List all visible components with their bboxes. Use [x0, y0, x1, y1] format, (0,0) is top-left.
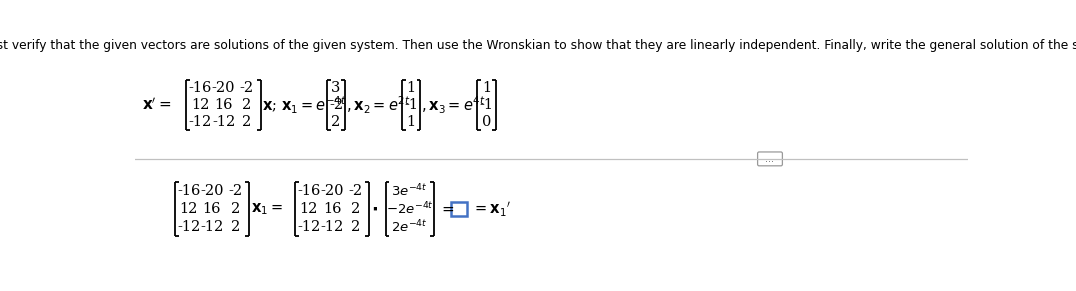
- Text: 2: 2: [242, 98, 252, 112]
- Text: -2: -2: [240, 81, 254, 95]
- Text: -12: -12: [178, 220, 200, 234]
- Text: 2: 2: [230, 202, 240, 216]
- Text: First verify that the given vectors are solutions of the given system. Then use : First verify that the given vectors are …: [0, 39, 1076, 52]
- Text: $2e^{-4t}$: $2e^{-4t}$: [392, 218, 428, 235]
- Text: -12: -12: [200, 220, 224, 234]
- Text: 16: 16: [323, 202, 341, 216]
- Text: 12: 12: [192, 98, 210, 112]
- Text: 12: 12: [180, 202, 198, 216]
- Text: -2: -2: [349, 184, 363, 198]
- Text: $3e^{-4t}$: $3e^{-4t}$: [392, 183, 428, 200]
- Text: -12: -12: [188, 115, 212, 129]
- Text: $\mathbf{x}' =$: $\mathbf{x}' =$: [142, 97, 172, 113]
- Text: -1: -1: [405, 98, 419, 112]
- Text: $= \mathbf{x}_1{}'$: $= \mathbf{x}_1{}'$: [471, 199, 511, 219]
- Text: $\boldsymbol{\cdot}$: $\boldsymbol{\cdot}$: [371, 200, 378, 218]
- Text: 2: 2: [351, 220, 360, 234]
- Text: ...: ...: [765, 154, 775, 164]
- Text: 16: 16: [214, 98, 232, 112]
- Text: $=$: $=$: [439, 202, 455, 216]
- Text: $\mathbf{x}$; $\mathbf{x}_1 = e^{-4t}$: $\mathbf{x}$; $\mathbf{x}_1 = e^{-4t}$: [263, 94, 348, 116]
- Text: -16: -16: [188, 81, 212, 95]
- Text: 1: 1: [407, 81, 415, 95]
- Text: -20: -20: [200, 184, 224, 198]
- Text: $-2e^{-4t}$: $-2e^{-4t}$: [385, 200, 434, 217]
- Text: 16: 16: [202, 202, 222, 216]
- Text: 2: 2: [331, 115, 341, 129]
- FancyBboxPatch shape: [452, 202, 467, 216]
- Text: -12: -12: [297, 220, 321, 234]
- Text: 12: 12: [300, 202, 318, 216]
- Text: -16: -16: [178, 184, 200, 198]
- Text: 1: 1: [482, 81, 491, 95]
- Text: -20: -20: [321, 184, 344, 198]
- FancyBboxPatch shape: [758, 152, 782, 166]
- Text: -12: -12: [212, 115, 236, 129]
- Text: -16: -16: [297, 184, 321, 198]
- Text: $, \mathbf{x}_3 = e^{4t}$: $, \mathbf{x}_3 = e^{4t}$: [421, 94, 486, 116]
- Text: -12: -12: [321, 220, 343, 234]
- Text: 0: 0: [482, 115, 491, 129]
- Text: 2: 2: [242, 115, 252, 129]
- Text: -2: -2: [228, 184, 242, 198]
- Text: 2: 2: [351, 202, 360, 216]
- Text: -20: -20: [212, 81, 236, 95]
- Text: 2: 2: [230, 220, 240, 234]
- Text: $\mathbf{x}_1 =$: $\mathbf{x}_1 =$: [251, 201, 283, 217]
- Text: -2: -2: [329, 98, 343, 112]
- Text: -1: -1: [479, 98, 494, 112]
- Text: 3: 3: [331, 81, 341, 95]
- Text: $, \mathbf{x}_2 = e^{2t}$: $, \mathbf{x}_2 = e^{2t}$: [346, 94, 411, 116]
- Text: 1: 1: [407, 115, 415, 129]
